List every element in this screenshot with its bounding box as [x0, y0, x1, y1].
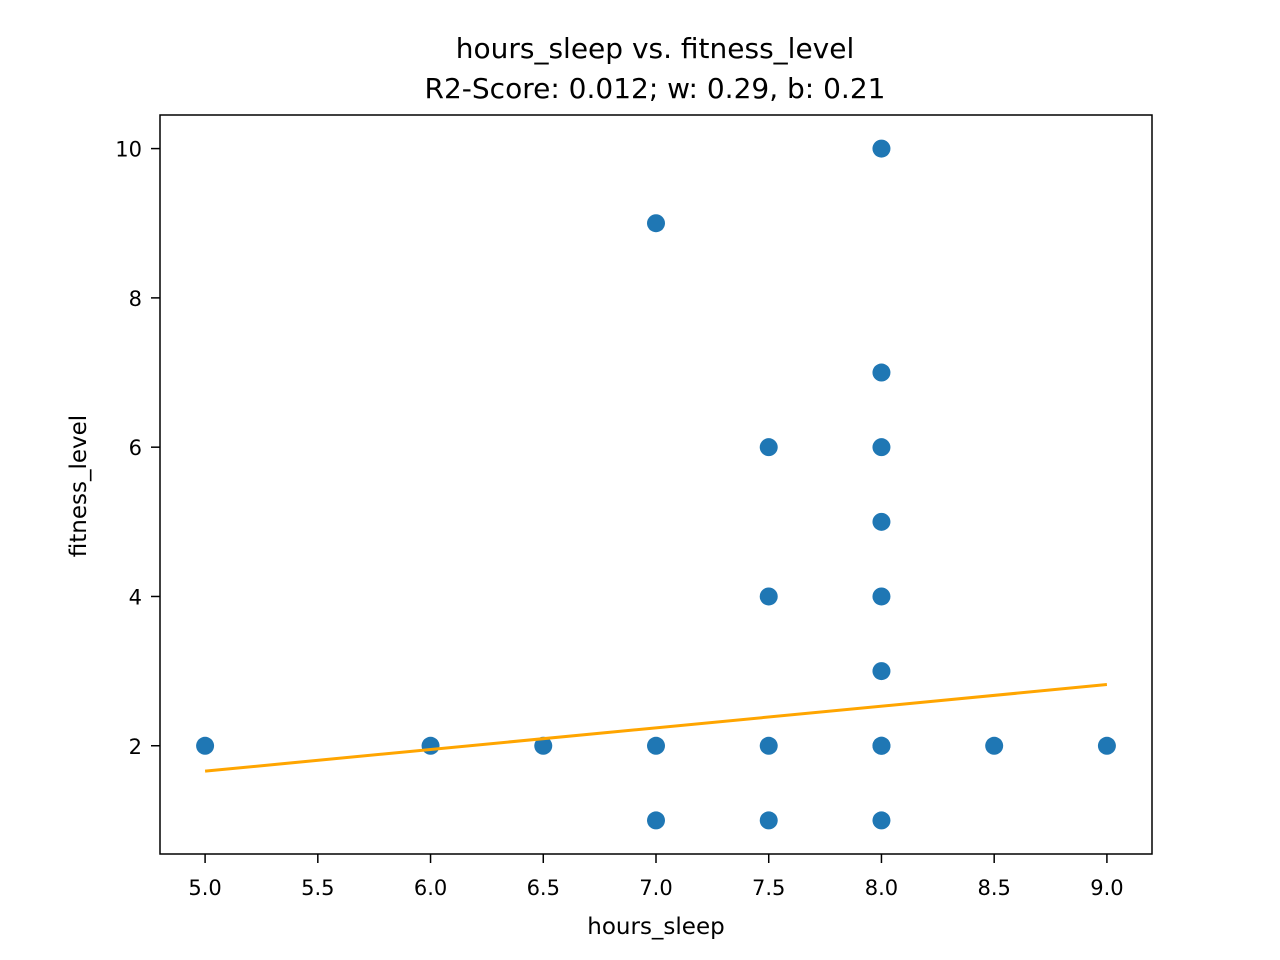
- y-tick-label: 10: [115, 138, 142, 162]
- x-tick-label: 9.0: [1090, 876, 1123, 900]
- plot-area: [196, 139, 1116, 830]
- x-tick-label: 7.0: [639, 876, 672, 900]
- scatter-point: [759, 438, 778, 457]
- chart-subtitle: R2-Score: 0.012; w: 0.29, b: 0.21: [425, 72, 886, 105]
- scatter-point: [985, 736, 1004, 755]
- scatter-point: [647, 214, 665, 233]
- scatter-point: [647, 811, 665, 830]
- x-tick-label: 6.0: [414, 876, 447, 900]
- scatter-point: [872, 438, 891, 457]
- y-axis-label: fitness_level: [66, 415, 92, 557]
- chart-title: hours_sleep vs. fitness_level: [456, 32, 855, 65]
- scatter-point: [647, 736, 665, 755]
- x-tick-label: 7.5: [752, 876, 785, 900]
- scatter-point: [872, 139, 891, 158]
- x-axis-label: hours_sleep: [587, 914, 724, 940]
- scatter-point: [872, 662, 891, 681]
- x-tick-label: 5.5: [301, 876, 334, 900]
- y-tick-label: 6: [129, 436, 142, 460]
- x-tick-label: 5.0: [188, 876, 221, 900]
- x-tick-label: 8.0: [865, 876, 898, 900]
- y-tick-label: 8: [129, 287, 142, 311]
- scatter-point: [872, 363, 891, 382]
- scatter-point: [1097, 736, 1116, 755]
- scatter-point: [759, 587, 778, 606]
- scatter-point: [534, 736, 553, 755]
- y-tick-label: 2: [129, 735, 142, 759]
- y-axis-ticks: 2 4 6 8 10: [115, 138, 160, 759]
- y-tick-label: 4: [129, 585, 142, 609]
- scatter-point: [872, 811, 891, 830]
- regression-line: [204, 683, 1108, 773]
- scatter-point: [759, 736, 778, 755]
- scatter-point: [872, 736, 891, 755]
- scatter-point: [196, 736, 215, 755]
- scatter-point: [759, 811, 778, 830]
- x-tick-label: 6.5: [527, 876, 560, 900]
- scatter-point: [872, 587, 891, 606]
- x-axis-ticks: 5.0 5.5 6.0 6.5 7.0 7.5 8.0 8.5 9.0: [188, 854, 1124, 900]
- scatter-point: [421, 736, 440, 755]
- scatter-point: [872, 512, 891, 531]
- x-tick-label: 8.5: [977, 876, 1010, 900]
